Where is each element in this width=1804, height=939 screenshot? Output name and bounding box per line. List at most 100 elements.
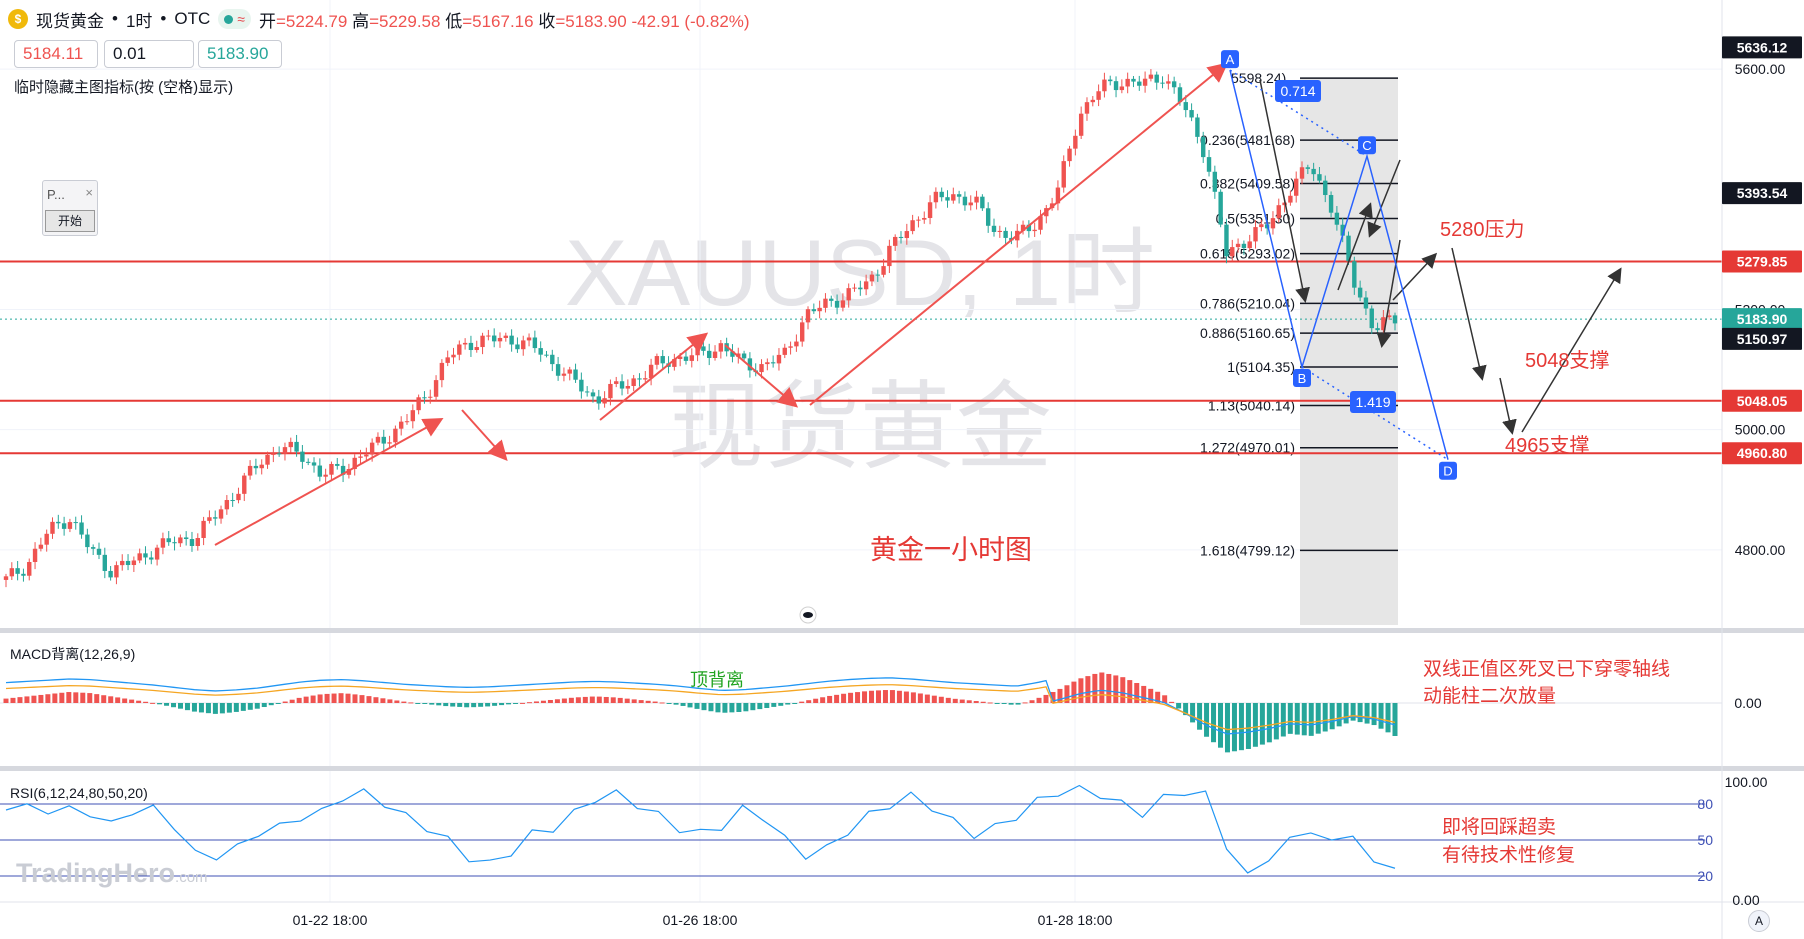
macd-histogram-bar	[1336, 703, 1342, 727]
candle-body	[1270, 218, 1276, 229]
auto-scale-button[interactable]: A	[1748, 910, 1770, 932]
macd-histogram-bar	[303, 696, 309, 703]
macd-histogram-bar	[687, 703, 693, 708]
price-badge-label: 5279.85	[1737, 253, 1788, 269]
macd-label[interactable]: MACD背离(12,26,9)	[10, 646, 135, 662]
time-axis[interactable]: 01-22 18:00 01-26 18:00 01-28 18:00	[293, 912, 1113, 928]
ratio-label: 1.419	[1355, 394, 1390, 410]
macd-histogram-bar	[757, 703, 763, 710]
macd-histogram-bar	[1036, 697, 1042, 703]
candle-body	[1183, 102, 1188, 111]
candle-body	[1154, 74, 1159, 83]
timeframe[interactable]: 1时	[125, 11, 153, 31]
candle-body	[247, 465, 253, 476]
macd-histogram-bar	[631, 699, 637, 703]
pane-separator[interactable]	[0, 766, 1804, 771]
candle-body	[44, 533, 49, 545]
candle-body	[311, 462, 317, 466]
candle-body	[1206, 157, 1212, 172]
macd-histogram-bar	[1169, 701, 1175, 703]
candle-body	[503, 335, 509, 338]
candle-body	[1195, 117, 1200, 137]
rsi-line	[5, 784, 1396, 874]
macd-histogram-bar	[945, 697, 951, 703]
market-open-dot-icon	[224, 14, 234, 24]
grid	[0, 0, 1722, 902]
ratio-badge	[1275, 80, 1321, 102]
candle-body	[32, 548, 38, 563]
candle-body	[50, 521, 55, 534]
candle-body	[776, 354, 782, 364]
annotation-support: 5048支撑	[1525, 349, 1610, 372]
price-badge-label: 5183.90	[1737, 311, 1788, 327]
price-badge	[1722, 389, 1802, 412]
rsi-axis-label: 0.00	[1732, 892, 1759, 908]
playback-widget[interactable]: P... × 开始	[42, 180, 98, 236]
macd-histogram-bar	[387, 699, 393, 703]
macd-histogram-bar	[212, 703, 218, 714]
macd-histogram-bar	[1134, 683, 1140, 703]
candle-body	[985, 208, 991, 226]
macd-histogram-bar	[959, 699, 965, 703]
candle-body	[1003, 230, 1008, 238]
price-axis[interactable]: 5600.005200.005000.004800.005636.125393.…	[1722, 36, 1802, 558]
macd-histogram-bar	[736, 703, 742, 712]
price-badge	[1722, 327, 1802, 350]
candle-body	[1026, 224, 1032, 232]
candle-body	[276, 453, 282, 455]
rsi-label[interactable]: RSI(6,12,24,80,50,20)	[10, 785, 148, 801]
close-icon[interactable]: ×	[85, 185, 93, 200]
quantity-input[interactable]: 0.01	[104, 40, 194, 68]
candle-body	[939, 191, 944, 198]
gold-coin-icon: $	[8, 9, 28, 29]
macd-histogram-bar	[80, 692, 86, 703]
macd-histogram-bar	[1148, 688, 1154, 703]
macd-histogram-bar	[1141, 685, 1147, 703]
macd-histogram-bar	[1092, 673, 1098, 703]
macd-histogram-bar	[561, 698, 567, 703]
start-button[interactable]: 开始	[45, 210, 95, 232]
macd-histogram-bar	[254, 703, 260, 709]
candle-body	[125, 560, 131, 566]
macd-histogram-bar	[136, 700, 142, 703]
buy-price-button[interactable]: 5183.90	[198, 40, 282, 68]
candle-body	[805, 309, 811, 323]
macd-histogram-bar	[275, 703, 281, 704]
ohlc-values: 开=5224.79 高=5229.58 低=5167.16 收=5183.90 …	[258, 11, 750, 31]
candle-body	[201, 520, 206, 539]
macd-axis-label: 0.00	[1734, 695, 1761, 711]
macd-histogram-bar	[806, 700, 812, 703]
candle-body	[38, 544, 44, 549]
macd-histogram-bar	[261, 703, 267, 708]
candle-body	[352, 457, 357, 470]
candle-body	[765, 362, 770, 365]
candle-body	[253, 465, 259, 469]
candle-body	[306, 461, 311, 463]
candle-body	[137, 553, 142, 561]
macd-histogram-bar	[1029, 700, 1035, 703]
macd-histogram-bar	[1238, 703, 1244, 751]
candle-body	[730, 351, 735, 357]
fib-level-label: 0.886(5160.65)	[1200, 325, 1295, 341]
candle-body	[968, 202, 973, 206]
candle-body	[398, 421, 404, 429]
candle-body	[677, 356, 683, 359]
macd-histogram-bar	[359, 695, 365, 703]
macd-histogram-bar	[966, 700, 972, 703]
macd-histogram-bar	[1231, 703, 1237, 752]
macd-histogram-bar	[1378, 703, 1384, 729]
path-arrow	[1521, 267, 1622, 433]
pane-separator[interactable]	[0, 628, 1804, 633]
sell-price-button[interactable]: 5184.11	[14, 40, 98, 68]
macd-histogram-bar	[240, 703, 246, 711]
candle-body	[56, 521, 61, 524]
candle-body	[770, 362, 776, 364]
eye-icon[interactable]	[799, 606, 817, 624]
macd-histogram-bar	[338, 693, 344, 703]
macd-pane: 0.00	[0, 672, 1762, 753]
market-status[interactable]: ≈	[218, 9, 251, 29]
price-tick-label: 5600.00	[1735, 61, 1786, 77]
symbol-name[interactable]: 现货黄金	[36, 11, 104, 31]
pattern-point-label: C	[1362, 138, 1371, 153]
